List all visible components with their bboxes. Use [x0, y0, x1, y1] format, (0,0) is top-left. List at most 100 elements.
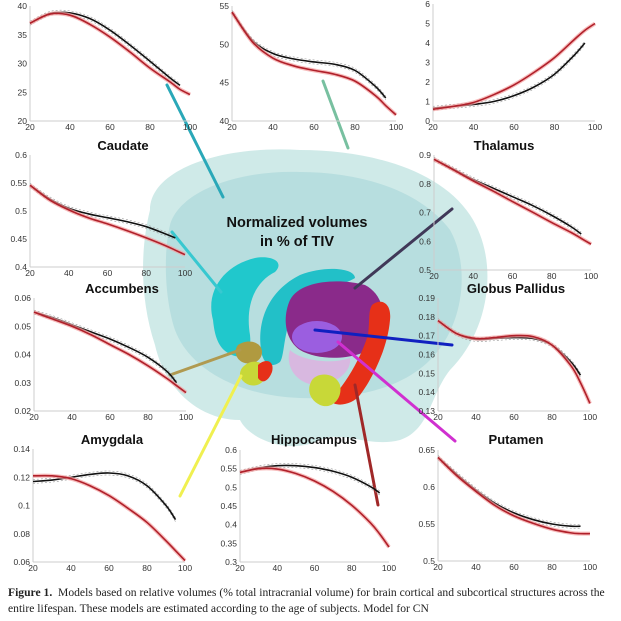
y-tick-label: 0.55 [10, 178, 27, 188]
ad-curve [437, 319, 591, 404]
y-tick-label: 4 [425, 38, 430, 48]
cn-ci-upper [231, 9, 386, 97]
y-tick-label: 50 [220, 39, 230, 49]
y-tick-label: 0.5 [423, 556, 435, 566]
amygdala-structure-right [309, 374, 341, 407]
x-tick-label: 40 [469, 122, 479, 132]
y-tick-label: 5 [425, 19, 430, 29]
accumbens-leader-line [170, 230, 223, 294]
cn-ci-lower [231, 13, 386, 101]
y-tick-label: 0.45 [10, 234, 27, 244]
x-tick-label: 100 [584, 271, 598, 281]
leader-lines [165, 79, 457, 507]
y-tick-label: 40 [18, 1, 28, 11]
y-tick-label: 0.12 [13, 472, 30, 482]
x-tick-label: 60 [309, 122, 319, 132]
x-tick-label: 60 [509, 412, 519, 422]
x-tick-label: 40 [469, 271, 479, 281]
y-tick-label: 0.13 [418, 406, 435, 416]
pallidus-magenta-line [336, 340, 457, 443]
x-tick-label: 100 [183, 122, 197, 132]
y-tick-label: 0.7 [419, 208, 431, 218]
thalamus-leader-line [321, 79, 350, 150]
x-tick-label: 80 [550, 122, 560, 132]
x-tick-label: 60 [105, 122, 115, 132]
ad-curve [33, 311, 187, 394]
y-tick-label: 35 [18, 30, 28, 40]
x-tick-label: 40 [273, 563, 283, 573]
ad-confidence-band [29, 11, 191, 97]
caudate-leader-line [165, 83, 225, 199]
y-tick-label: 0.18 [418, 312, 435, 322]
x-tick-label: 60 [103, 268, 113, 278]
x-tick-label: 100 [389, 122, 403, 132]
plot-globus-pallidus: 0.13 0.14 0.15 0.16 0.17 0.18 0.19 20 40 60 80 100 G… [418, 281, 597, 422]
x-tick-label: 80 [547, 562, 557, 572]
ad-confidence-band [32, 473, 187, 562]
y-tick-label: 0.5 [419, 265, 431, 275]
plot-caudate: 0.4 0.45 0.5 0.55 0.6 20 40 60 80 100 Caudate [10, 138, 192, 278]
ad-curve [433, 158, 592, 245]
y-tick-label: 0.06 [13, 557, 30, 567]
x-tick-label: 60 [104, 563, 114, 573]
cn-ci-upper [29, 9, 181, 84]
x-tick-label: 100 [588, 122, 602, 132]
figure-caption: Figure 1. Models based on relative volum… [8, 585, 618, 617]
cn-curve [32, 472, 177, 521]
y-tick-label: 0.05 [14, 321, 31, 331]
y-tick-label: 0.06 [14, 293, 31, 303]
ad-curve [32, 474, 186, 562]
hippocampus-yellow-line [178, 374, 243, 498]
amygdala-leader-line [168, 348, 242, 377]
caudate-structure-left [211, 257, 279, 357]
x-tick-label: 80 [142, 268, 152, 278]
plot-title: Hippocampus [271, 432, 357, 447]
hippocampus-red-line [353, 383, 380, 507]
putamen-lower-structure [288, 350, 351, 385]
x-tick-label: 80 [547, 412, 557, 422]
y-tick-label: 1 [425, 97, 430, 107]
x-tick-label: 20 [25, 122, 35, 132]
x-tick-label: 60 [508, 271, 518, 281]
ad-curve [432, 22, 596, 111]
y-tick-label: 6 [425, 0, 430, 9]
ad-curve [29, 184, 186, 256]
plot-top-left: 20 25 30 35 40 20 40 60 80 100 [18, 1, 198, 132]
plot-putamen: 0.5 0.55 0.6 0.65 20 40 60 80 100 Putamen [418, 432, 597, 572]
ad-confidence-band [230, 11, 398, 117]
cn-ci-upper [432, 40, 586, 107]
x-tick-label: 60 [105, 412, 115, 422]
y-tick-label: 0.4 [15, 262, 27, 272]
plot-title: Putamen [489, 432, 544, 447]
center-label-line2: in % of TIV [260, 234, 334, 250]
x-tick-label: 60 [509, 562, 519, 572]
y-tick-label: 30 [18, 59, 28, 69]
y-tick-label: 45 [220, 78, 230, 88]
x-tick-label: 40 [66, 563, 76, 573]
ad-curve [29, 12, 191, 96]
figure-canvas: Normalized volumes in % of TIV 202530354… [10, 0, 602, 573]
cn-ci-upper [29, 182, 176, 237]
globus-pallidus-structure [292, 321, 342, 353]
plot-amygdala: 0.06 0.08 0.1 0.12 0.14 20 40 60 80 100 Amygdala [13, 432, 192, 573]
x-tick-label: 40 [64, 268, 74, 278]
x-tick-label: 40 [471, 562, 481, 572]
x-tick-label: 60 [310, 563, 320, 573]
y-tick-label: 0.19 [418, 293, 435, 303]
plot-title: Caudate [97, 138, 148, 153]
x-tick-label: 80 [350, 122, 360, 132]
cn-ci-lower [437, 322, 581, 378]
ad-curve [437, 456, 591, 535]
y-tick-label: 0.6 [419, 236, 431, 246]
plot-top-right: 0 1 2 3 4 5 6 20 40 60 80 100 [425, 0, 602, 132]
x-tick-label: 20 [429, 271, 439, 281]
ad-confidence-band [436, 455, 591, 536]
y-tick-label: 40 [220, 116, 230, 126]
y-tick-label: 0.04 [14, 350, 31, 360]
x-tick-label: 40 [471, 412, 481, 422]
y-tick-label: 0.15 [418, 368, 435, 378]
y-tick-label: 20 [18, 116, 28, 126]
cn-ci-lower [432, 44, 586, 111]
y-tick-label: 0.35 [220, 538, 237, 548]
